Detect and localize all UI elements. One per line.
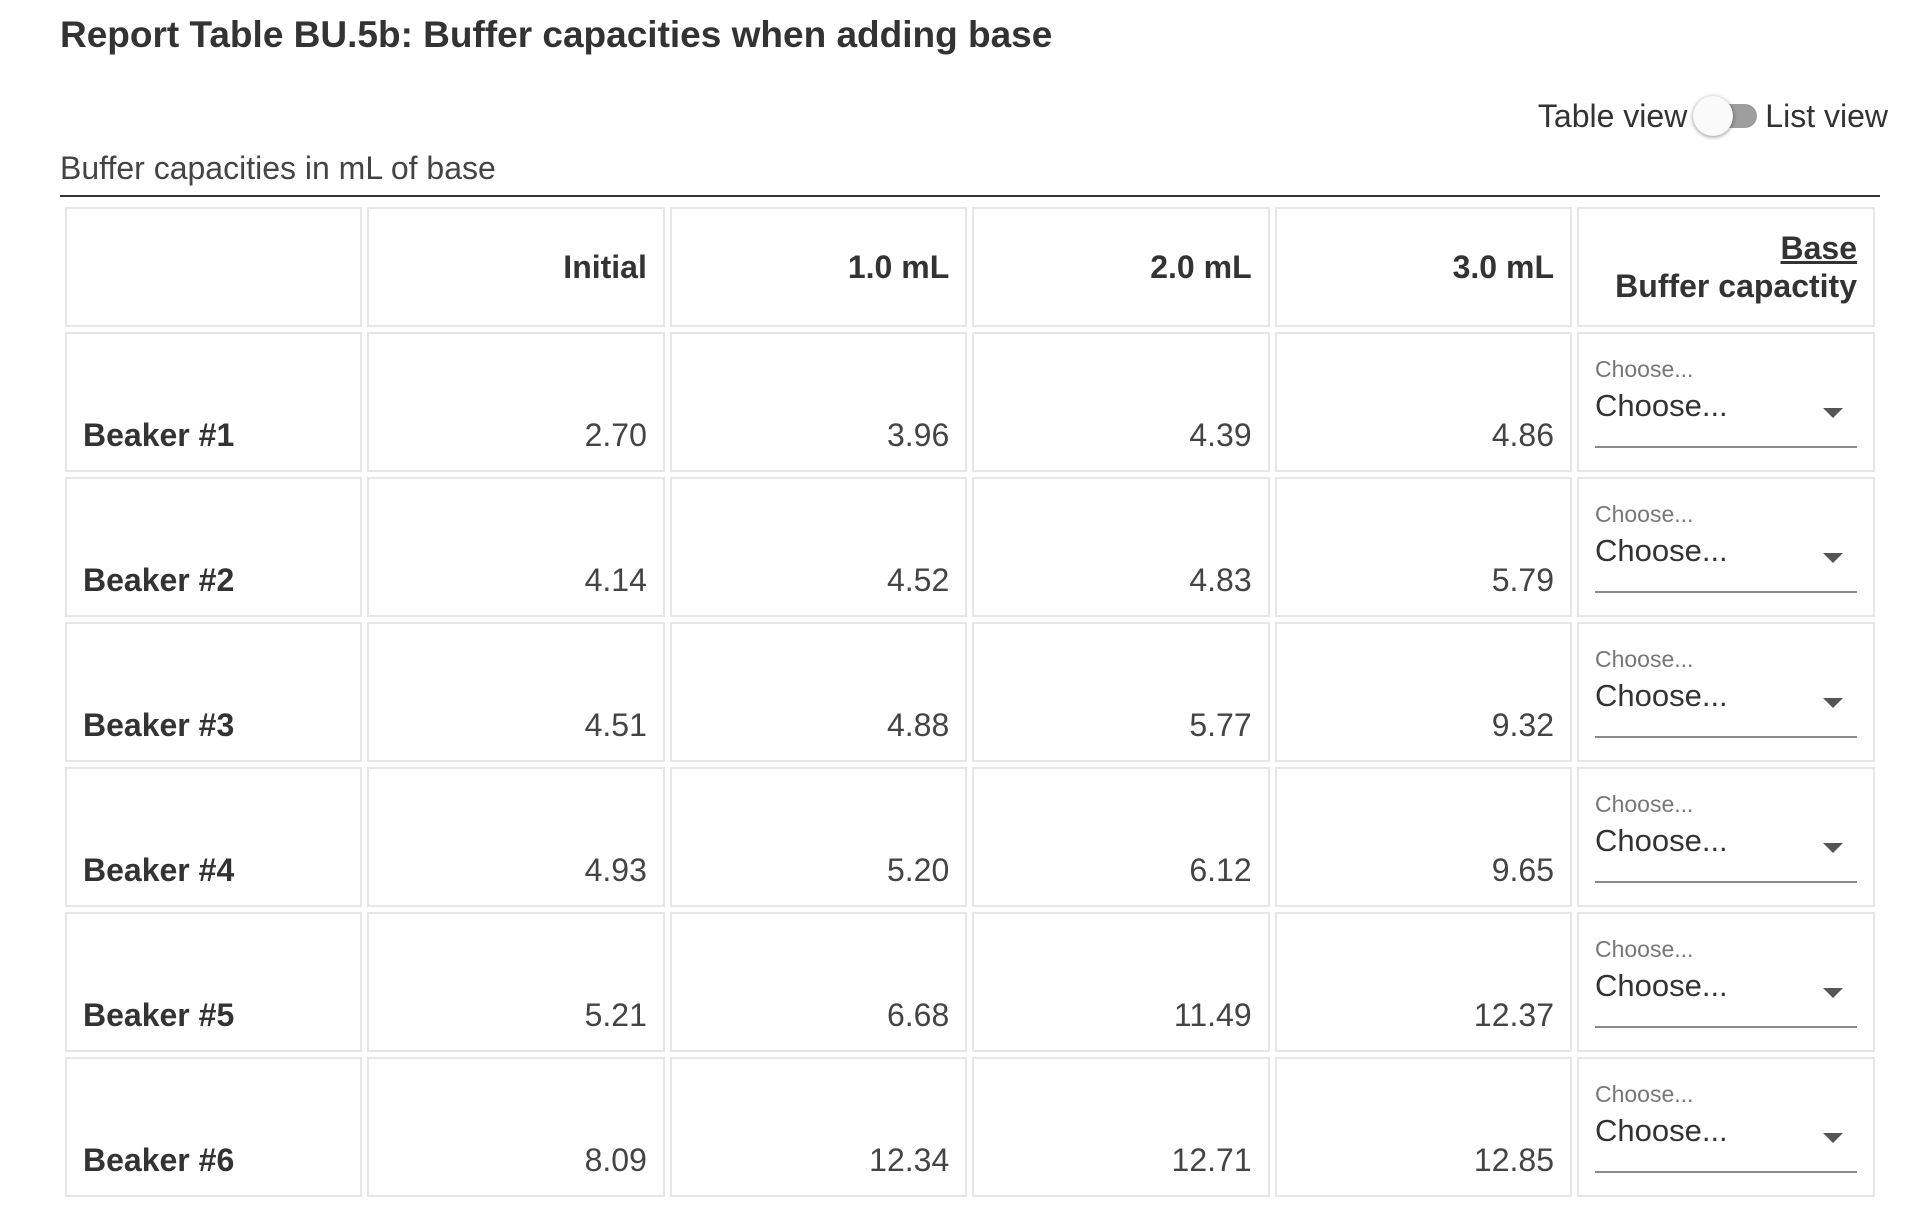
report-title: Report Table BU.5b: Buffer capacities wh… [60, 14, 1053, 55]
cell-initial: 4.14 [367, 477, 665, 617]
buffer-capacity-select[interactable]: Choose... Choose... [1594, 791, 1857, 883]
buffer-capacity-cell: Choose... Choose... [1576, 912, 1875, 1052]
cell-3ml: 5.79 [1274, 477, 1572, 617]
select-value: Choose... [1594, 1113, 1728, 1148]
buffer-capacity-select[interactable]: Choose... Choose... [1594, 646, 1857, 738]
cell-1ml: 6.68 [669, 912, 968, 1052]
cell-2ml: 12.71 [972, 1057, 1270, 1197]
dropdown-arrow-icon[interactable] [1822, 988, 1843, 998]
cell-2ml: 11.49 [972, 912, 1270, 1052]
buffer-capacity-cell: Choose... Choose... [1576, 767, 1875, 907]
select-value: Choose... [1594, 823, 1728, 858]
select-value: Choose... [1594, 388, 1728, 423]
buffer-capacity-cell: Choose... Choose... [1576, 477, 1875, 617]
cell-3ml: 9.32 [1274, 622, 1572, 762]
select-floating-label: Choose... [1594, 791, 1694, 817]
buffer-capacity-cell: Choose... Choose... [1576, 332, 1875, 472]
cell-1ml: 4.88 [669, 622, 968, 762]
table-row: Beaker #5 5.21 6.68 11.49 12.37 Choose... Choo… [65, 912, 1875, 1052]
list-view-label: List view [1765, 97, 1888, 134]
select-underline [1594, 1171, 1857, 1173]
buffer-capacity-cell: Choose... Choose... [1576, 1057, 1875, 1197]
cell-2ml: 4.39 [972, 332, 1270, 472]
column-header-1ml: 1.0 mL [669, 207, 968, 327]
column-header-initial: Initial [367, 207, 665, 327]
cell-2ml: 5.77 [972, 622, 1270, 762]
buffer-capacity-table: Initial 1.0 mL 2.0 mL 3.0 mL Base Buffer… [60, 202, 1880, 1202]
table-row: Beaker #3 4.51 4.88 5.77 9.32 Choose... Choose… [65, 622, 1875, 762]
row-label: Beaker #6 [65, 1057, 363, 1197]
buffer-capacity-select[interactable]: Choose... Choose... [1594, 501, 1857, 593]
cell-initial: 4.93 [367, 767, 665, 907]
buffer-capacity-select[interactable]: Choose... Choose... [1594, 356, 1857, 448]
cell-3ml: 12.37 [1274, 912, 1572, 1052]
select-value: Choose... [1594, 533, 1728, 568]
row-label: Beaker #4 [65, 767, 363, 907]
select-underline [1594, 446, 1857, 448]
row-label: Beaker #1 [65, 332, 363, 472]
cell-2ml: 6.12 [972, 767, 1270, 907]
select-underline [1594, 591, 1857, 593]
cell-3ml: 12.85 [1274, 1057, 1572, 1197]
cell-1ml: 5.20 [669, 767, 968, 907]
base-link[interactable]: Base [1780, 230, 1858, 266]
select-underline [1594, 736, 1857, 738]
view-toggle-switch[interactable] [1693, 96, 1759, 136]
select-floating-label: Choose... [1594, 356, 1694, 382]
cell-initial: 4.51 [367, 622, 665, 762]
column-header-empty [65, 207, 363, 327]
dropdown-arrow-icon[interactable] [1822, 1133, 1843, 1143]
table-row: Beaker #6 8.09 12.34 12.71 12.85 Choose... Cho… [65, 1057, 1875, 1197]
dropdown-arrow-icon[interactable] [1822, 553, 1843, 563]
cell-3ml: 9.65 [1274, 767, 1572, 907]
cell-1ml: 4.52 [669, 477, 968, 617]
cell-initial: 2.70 [367, 332, 665, 472]
select-underline [1594, 1026, 1857, 1028]
cell-2ml: 4.83 [972, 477, 1270, 617]
column-header-buffer-capacity: Base Buffer capactity [1576, 207, 1875, 327]
row-label: Beaker #2 [65, 477, 363, 617]
column-header-3ml: 3.0 mL [1274, 207, 1572, 327]
cell-initial: 5.21 [367, 912, 665, 1052]
header-row: Initial 1.0 mL 2.0 mL 3.0 mL Base Buffer… [65, 207, 1875, 327]
select-floating-label: Choose... [1594, 646, 1694, 672]
toggle-thumb[interactable] [1693, 96, 1734, 136]
select-value: Choose... [1594, 968, 1728, 1003]
dropdown-arrow-icon[interactable] [1822, 843, 1843, 853]
select-value: Choose... [1594, 678, 1728, 713]
buffer-capacity-label: Buffer capactity [1615, 268, 1857, 304]
table-caption: Buffer capacities in mL of base [60, 150, 1880, 197]
cell-3ml: 4.86 [1274, 332, 1572, 472]
cell-initial: 8.09 [367, 1057, 665, 1197]
table-row: Beaker #1 2.70 3.96 4.39 4.86 Choose... Choose… [65, 332, 1875, 472]
row-label: Beaker #5 [65, 912, 363, 1052]
table-row: Beaker #4 4.93 5.20 6.12 9.65 Choose... Choose… [65, 767, 1875, 907]
column-header-2ml: 2.0 mL [972, 207, 1270, 327]
cell-1ml: 3.96 [669, 332, 968, 472]
dropdown-arrow-icon[interactable] [1822, 698, 1843, 708]
table-view-label: Table view [1537, 97, 1688, 134]
select-underline [1594, 881, 1857, 883]
select-floating-label: Choose... [1594, 501, 1694, 527]
select-floating-label: Choose... [1594, 1081, 1694, 1107]
dropdown-arrow-icon[interactable] [1822, 408, 1843, 418]
row-label: Beaker #3 [65, 622, 363, 762]
buffer-capacity-select[interactable]: Choose... Choose... [1594, 936, 1857, 1028]
view-toggle: Table view List view [1538, 96, 1888, 136]
buffer-capacity-select[interactable]: Choose... Choose... [1594, 1081, 1857, 1173]
cell-1ml: 12.34 [669, 1057, 968, 1197]
table-row: Beaker #2 4.14 4.52 4.83 5.79 Choose... Choose… [65, 477, 1875, 617]
select-floating-label: Choose... [1594, 936, 1694, 962]
buffer-capacity-cell: Choose... Choose... [1576, 622, 1875, 762]
